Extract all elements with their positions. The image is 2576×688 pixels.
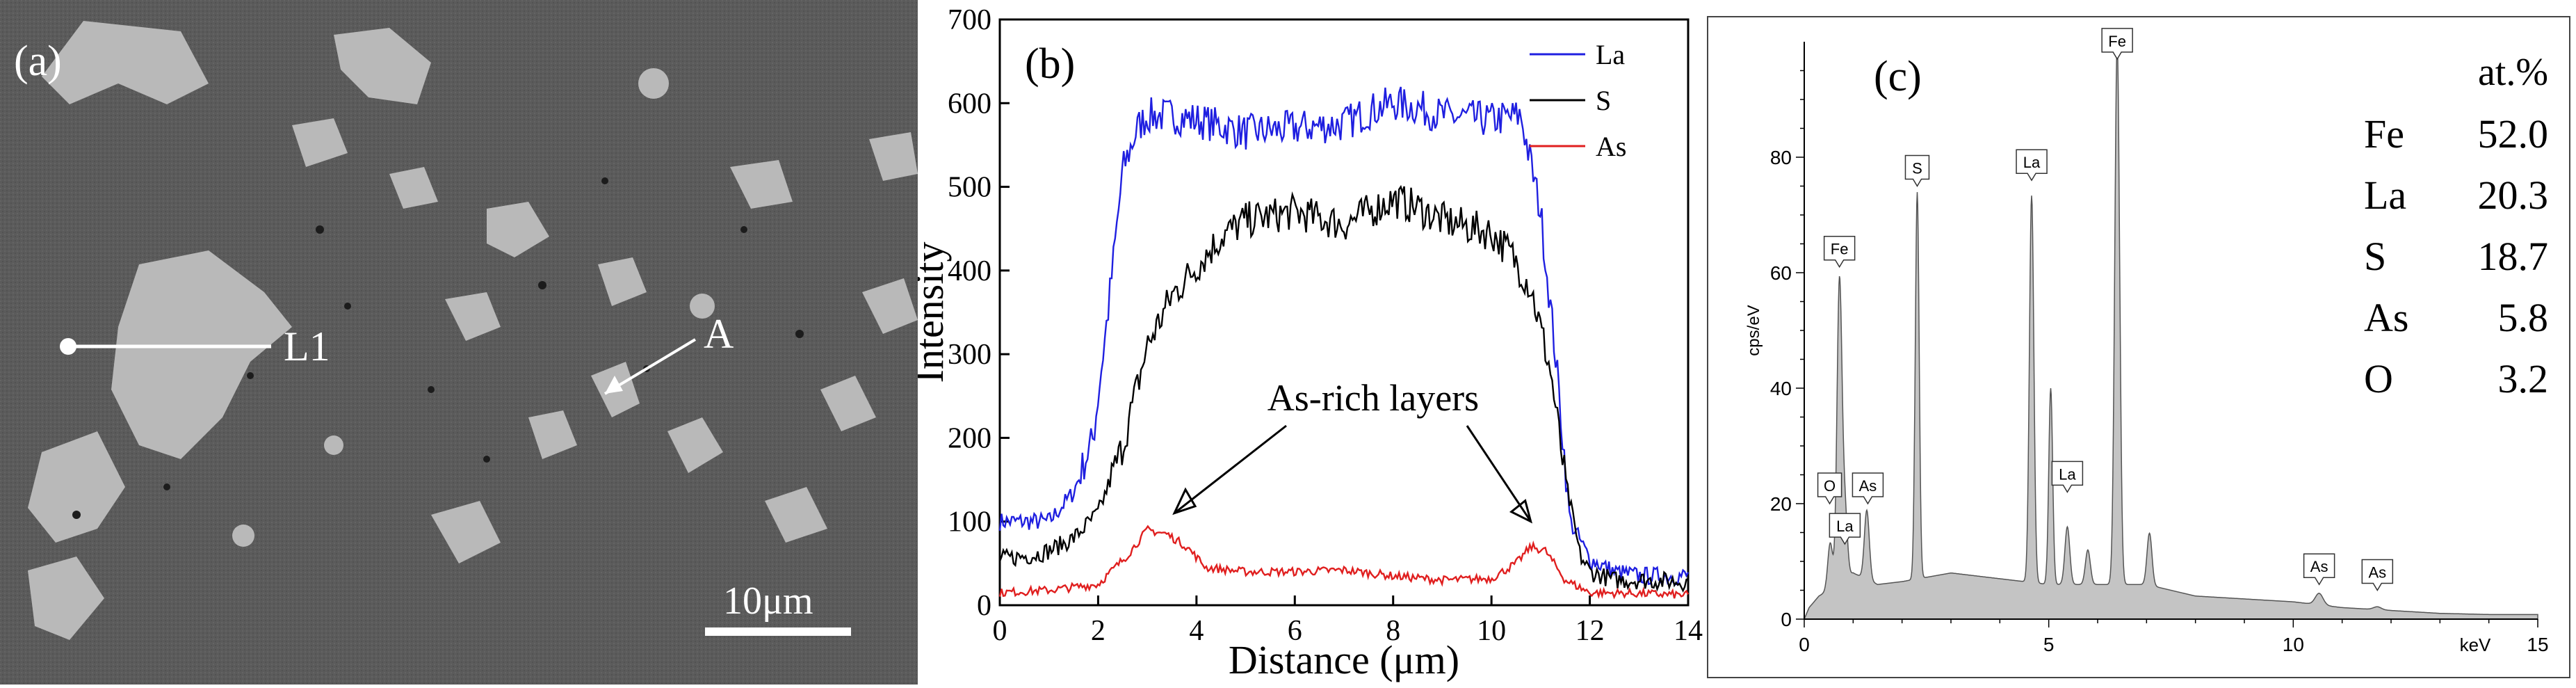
x-tick-label: 15 bbox=[2527, 634, 2548, 655]
y-tick-label: 100 bbox=[948, 506, 991, 538]
y-tick-label: 500 bbox=[948, 172, 991, 204]
x-tick-label: 14 bbox=[1674, 615, 1703, 647]
point-a-label: A bbox=[704, 311, 734, 357]
line-scan-start-point bbox=[60, 338, 76, 355]
annotation-arrow-right bbox=[1466, 425, 1532, 522]
peak-label-box bbox=[1823, 235, 1856, 269]
x-tick-label: 0 bbox=[1799, 634, 1810, 655]
series-line-s bbox=[998, 184, 1689, 593]
scale-bar bbox=[705, 627, 851, 636]
composition-value: 18.7 bbox=[2478, 234, 2549, 279]
composition-element: La bbox=[2364, 173, 2406, 218]
peak-label-box bbox=[2016, 149, 2048, 182]
y-tick-label: 60 bbox=[1770, 262, 1792, 284]
point-a-arrow bbox=[604, 338, 697, 395]
eds-spectrum-panel: 0 20 40 60 80 0 5 10 15 keV cps/eV O As La Fe S La La Fe As… bbox=[1703, 0, 2576, 685]
peak-label: La bbox=[2059, 465, 2076, 483]
composition-element: Fe bbox=[2364, 111, 2404, 157]
x-tick-label: 10 bbox=[2283, 634, 2304, 655]
y-tick-label: 600 bbox=[948, 88, 991, 120]
y-axis-label: cps/eV bbox=[1744, 305, 1763, 355]
composition-element: S bbox=[2364, 234, 2386, 279]
peak-label: La bbox=[2023, 154, 2041, 171]
peak-label: As bbox=[2310, 558, 2328, 575]
composition-header: at.% bbox=[2478, 51, 2548, 94]
spectrum-area bbox=[1803, 41, 2538, 620]
panel-a-label: (a) bbox=[14, 38, 62, 85]
peak-label-box bbox=[1829, 513, 1861, 545]
y-tick-label: 0 bbox=[1781, 609, 1792, 630]
panel-c-label: (c) bbox=[1874, 53, 1922, 100]
peak-label-box bbox=[2051, 461, 2084, 493]
x-tick-label: 2 bbox=[1091, 615, 1105, 647]
eds-spectrum-chart: 0 20 40 60 80 0 5 10 15 keV cps/eV O As La Fe S La La Fe As… bbox=[1707, 16, 2570, 678]
composition-element: As bbox=[2364, 295, 2408, 340]
peak-label-box bbox=[1852, 472, 1884, 505]
y-tick-label: 80 bbox=[1770, 147, 1792, 168]
x-tick-label: 5 bbox=[2043, 634, 2055, 655]
composition-element: O bbox=[2364, 356, 2393, 401]
y-tick-label: 200 bbox=[948, 422, 991, 454]
y-tick-label: 700 bbox=[948, 4, 991, 36]
annotation-arrowhead-left bbox=[1172, 487, 1197, 515]
sem-image: (a) L1 A 10μm bbox=[0, 0, 918, 685]
peak-label-box bbox=[1817, 472, 1842, 505]
x-tick-label: 10 bbox=[1477, 615, 1506, 647]
peak-label: Fe bbox=[2108, 33, 2126, 50]
peak-label-box bbox=[2361, 559, 2394, 591]
y-tick-label: 400 bbox=[948, 255, 991, 287]
composition-value: 5.8 bbox=[2498, 295, 2549, 340]
peak-label-box bbox=[1904, 154, 1930, 187]
spectrum-frame bbox=[1707, 16, 2570, 678]
sem-micrograph-panel: (a) L1 A 10μm bbox=[0, 0, 918, 685]
inclusion-particles bbox=[28, 21, 918, 640]
y-tick-label: 300 bbox=[948, 339, 991, 371]
peak-label: As bbox=[1859, 477, 1877, 495]
composition-value: 3.2 bbox=[2498, 356, 2549, 401]
plot-frame bbox=[998, 18, 1690, 607]
peak-label-box bbox=[2303, 553, 2335, 586]
peak-label-box bbox=[2101, 28, 2133, 61]
y-tick-label: 20 bbox=[1770, 493, 1792, 515]
x-tick-label: 12 bbox=[1575, 615, 1605, 647]
point-a-arrowhead bbox=[605, 376, 623, 394]
line-scan-label: L1 bbox=[284, 323, 330, 369]
series-line-as bbox=[998, 525, 1690, 600]
peak-label: O bbox=[1824, 477, 1836, 495]
legend-label-s: S bbox=[1596, 85, 1611, 116]
legend-label-la: La bbox=[1596, 39, 1625, 70]
legend-label-as: As bbox=[1596, 131, 1626, 162]
y-tick-label: 0 bbox=[977, 590, 991, 622]
scale-bar-label: 10μm bbox=[723, 579, 813, 623]
x-axis-label: keV bbox=[2460, 634, 2491, 655]
annotation-as-rich-layers: As-rich layers bbox=[1267, 377, 1479, 419]
peak-label: Fe bbox=[1831, 241, 1849, 258]
series-line-la bbox=[998, 86, 1690, 587]
composition-value: 20.3 bbox=[2478, 173, 2549, 218]
x-tick-label: 6 bbox=[1288, 615, 1302, 647]
y-axis-label: Intensity bbox=[918, 242, 952, 383]
y-tick-label: 40 bbox=[1770, 378, 1792, 399]
x-tick-label: 0 bbox=[993, 615, 1007, 647]
peak-label: S bbox=[1912, 160, 1922, 177]
annotation-arrowhead-right bbox=[1509, 499, 1533, 524]
line-scan-chart: 0 2 4 6 8 10 12 14 0 100 200 300 400 500 600 700 Distanc… bbox=[907, 4, 1703, 682]
x-tick-label: 4 bbox=[1189, 615, 1204, 647]
x-axis-label: Distance (μm) bbox=[1229, 637, 1459, 682]
x-tick-label: 8 bbox=[1386, 615, 1400, 647]
peak-label: La bbox=[1836, 518, 1854, 535]
peak-label: As bbox=[2368, 564, 2386, 582]
composition-value: 52.0 bbox=[2478, 111, 2549, 157]
line-scan-chart-panel: 0 2 4 6 8 10 12 14 0 100 200 300 400 500 600 700 Distanc… bbox=[907, 0, 1703, 685]
panel-b-label: (b) bbox=[1025, 40, 1075, 88]
annotation-arrow-left bbox=[1174, 424, 1287, 514]
